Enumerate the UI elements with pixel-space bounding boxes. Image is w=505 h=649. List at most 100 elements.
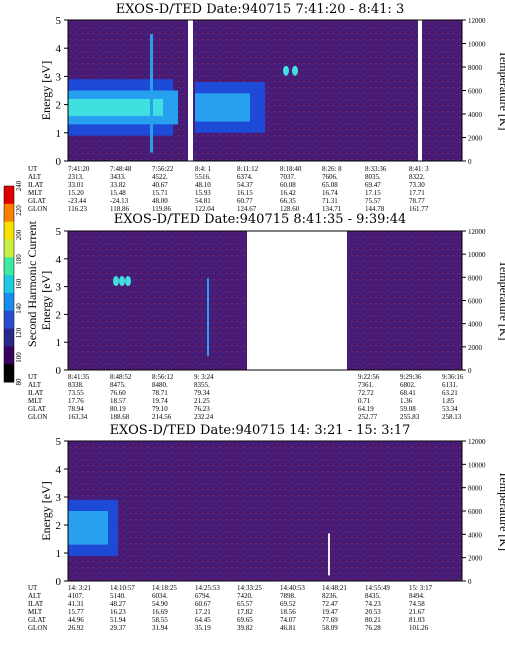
table-cell: 14:10:57 — [110, 584, 135, 592]
table-cell: 6794. — [195, 592, 211, 600]
table-row-label: MLT — [28, 189, 43, 197]
table-cell: 64.19 — [358, 405, 374, 413]
table-cell: 8435. — [365, 592, 381, 600]
table-cell: 7606. — [322, 173, 338, 181]
table-cell: 8480. — [152, 381, 168, 389]
y2-tick-label: 12000 — [468, 17, 486, 25]
table-cell: 54.37 — [237, 181, 253, 189]
table-cell: 14:25:53 — [195, 584, 220, 592]
panel-2: 0 1 2 3 4 5 0 2000 4000 6000 8000 10000 12000 Energy … — [28, 226, 505, 421]
table-cell: 9: 3:24 — [194, 373, 214, 381]
y2-tick-label: 8000 — [468, 274, 483, 282]
energy-band-2-core — [195, 93, 250, 122]
table-cell: 0.71 — [358, 397, 371, 405]
table-cell: 33.82 — [110, 181, 126, 189]
plot-background — [68, 441, 462, 581]
table-cell: 14:18:25 — [152, 584, 177, 592]
table-row-label: GLAT — [28, 405, 47, 413]
hot-spot — [119, 276, 125, 287]
table-cell: 78.94 — [68, 405, 84, 413]
hot-spot — [113, 276, 119, 287]
table-cell: 14:48:21 — [322, 584, 347, 592]
table-cell: 7:56:22 — [152, 165, 174, 173]
table-cell: 15.20 — [68, 189, 84, 197]
table-cell: 20.53 — [365, 608, 381, 616]
y2-tick-label: 4000 — [468, 321, 483, 329]
colorbar-segment — [4, 346, 14, 365]
table-cell: 116.23 — [68, 205, 87, 213]
table-cell: 60.67 — [195, 600, 211, 608]
colorbar-tick: 240 — [15, 180, 23, 191]
table-cell: 4522. — [152, 173, 168, 181]
y-tick-label: 5 — [56, 226, 62, 238]
y2-tick-label: 0 — [468, 158, 472, 166]
hot-spot — [283, 65, 289, 76]
table-cell: 76.23 — [194, 405, 210, 413]
table-cell: 128.60 — [280, 205, 300, 213]
table-cell: 9:22:56 — [358, 373, 380, 381]
table-cell: 80.21 — [365, 616, 381, 624]
table-cell: 8:11:12 — [237, 165, 259, 173]
colorbar-segment — [4, 275, 14, 294]
table-cell: 40.67 — [152, 181, 168, 189]
table-cell: 54.90 — [152, 600, 168, 608]
table-cell: 15.93 — [195, 189, 211, 197]
vertical-spike — [328, 533, 330, 576]
y-tick-label: 5 — [56, 436, 62, 448]
y-tick-label: 5 — [56, 15, 62, 27]
table-cell: 33.01 — [68, 181, 84, 189]
table-row-label: MLT — [28, 397, 43, 405]
table-cell: 7:48:48 — [110, 165, 132, 173]
table-cell: 7:41:20 — [68, 165, 90, 173]
panel-1: 0 1 2 3 4 5 0 2000 4000 6000 8000 10000 12000 Energy … — [28, 15, 505, 213]
table-cell: 17.71 — [409, 189, 425, 197]
table-cell: 75.57 — [365, 197, 381, 205]
y-tick-label: 3 — [56, 71, 62, 83]
table-cell: 54.81 — [195, 197, 211, 205]
y-tick-label: 3 — [56, 282, 62, 294]
y2-tick-label: 0 — [468, 367, 472, 375]
table-cell: 60.77 — [237, 197, 253, 205]
table-cell: 14:55:49 — [365, 584, 390, 592]
colorbar-segment — [4, 186, 14, 205]
table-cell: 16.74 — [322, 189, 338, 197]
table-cell: 19.74 — [152, 397, 168, 405]
table-cell: 9:36:16 — [442, 373, 464, 381]
table-cell: 15.77 — [68, 608, 84, 616]
y2-tick-label: 12000 — [468, 438, 486, 446]
y2-axis-label: Temperature [K] — [497, 471, 505, 551]
hot-spot — [292, 65, 298, 76]
table-cell: 6034. — [152, 592, 168, 600]
table-row-label: MLT — [28, 608, 43, 616]
table-cell: 31.94 — [152, 624, 168, 632]
y2-tick-label: 8000 — [468, 485, 483, 493]
table-cell: 4107. — [68, 592, 84, 600]
table-cell: 58.09 — [322, 624, 338, 632]
panel3-title: EXOS-D/TED Date:940715 14: 3:21 - 15: 3:… — [109, 423, 411, 438]
data-gap — [188, 20, 193, 161]
table-cell: 16.23 — [110, 608, 126, 616]
table-cell: 8:26: 8 — [322, 165, 342, 173]
table-cell: 252.77 — [358, 413, 378, 421]
energy-band-peak — [68, 98, 163, 116]
table-cell: 7420. — [237, 592, 253, 600]
colorbar-tick: 200 — [15, 229, 23, 240]
y2-tick-label: 8000 — [468, 64, 483, 72]
table-row-label: GLON — [28, 624, 47, 632]
table-cell: 76.60 — [110, 389, 126, 397]
y-tick-label: 1 — [56, 128, 62, 140]
table-cell: 48.00 — [152, 197, 168, 205]
y-tick-label: 1 — [56, 337, 62, 349]
colorbar-tick: 80 — [15, 378, 23, 386]
colorbar-segment — [4, 203, 14, 223]
y-tick-label: 0 — [56, 576, 62, 588]
y2-tick-label: 2000 — [468, 135, 483, 143]
data-gap-2 — [418, 20, 422, 161]
y-tick-label: 2 — [56, 520, 62, 532]
y-axis-label: Energy [eV] — [39, 61, 53, 120]
table-cell: 63.21 — [442, 389, 458, 397]
table-cell: 51.94 — [110, 616, 126, 624]
table-cell: 161.77 — [409, 205, 429, 213]
table-cell: 73.30 — [409, 181, 425, 189]
